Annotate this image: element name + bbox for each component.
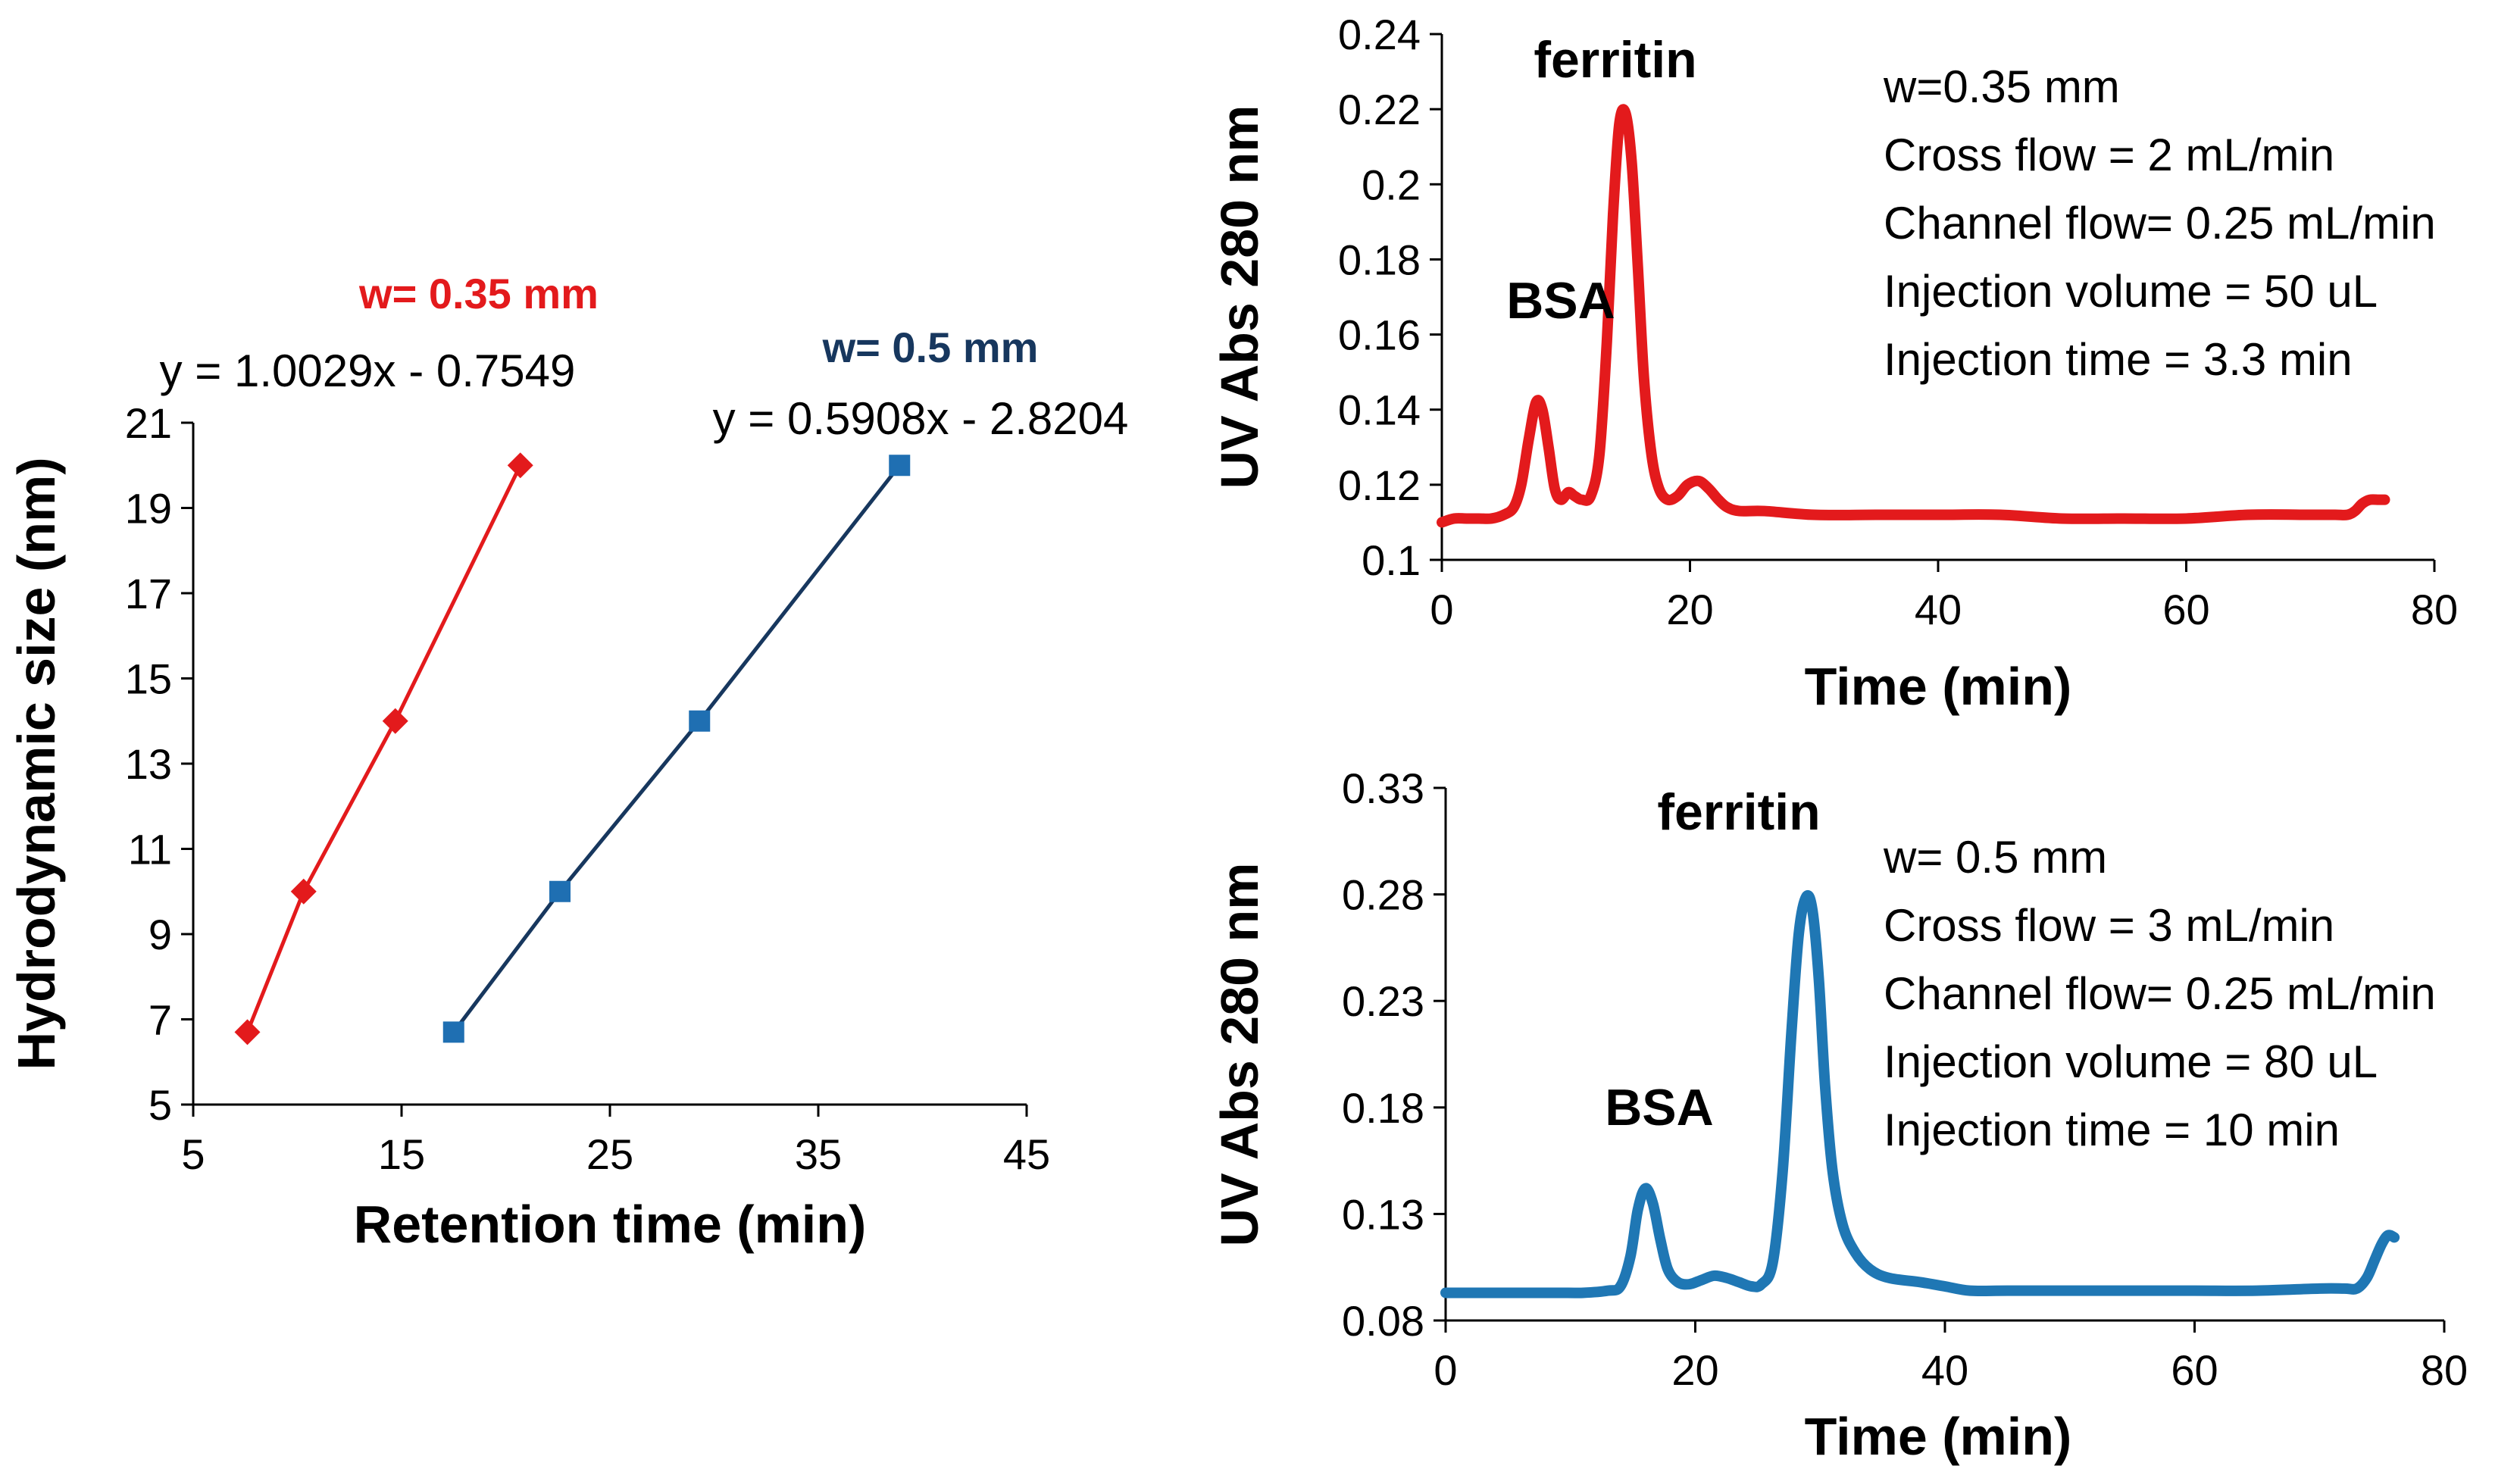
conditions-035: w=0.35 mm Cross flow = 2 mL/min Channel … — [1883, 61, 2436, 385]
y-tick-label: 0.2 — [1362, 161, 1421, 208]
condition-line: Channel flow= 0.25 mL/min — [1884, 198, 2436, 248]
y-tick-label: 0.12 — [1338, 461, 1421, 509]
condition-line: Cross flow = 3 mL/min — [1884, 900, 2334, 951]
fractogram-05-chart: 0 20 40 60 80 0.08 0.13 0.18 0.23 0.28 0.33 ferri… — [1210, 764, 2468, 1466]
y-tick-label: 0.1 — [1362, 536, 1421, 584]
data-point-square — [549, 880, 571, 902]
x-tick-label: 15 — [378, 1130, 425, 1178]
y-tick-label: 11 — [128, 826, 172, 874]
fractogram-035-y-label: UV Abs 280 nm — [1210, 105, 1269, 489]
peak-label-ferritin-035: ferritin — [1534, 31, 1696, 89]
x-tick-label: 60 — [2171, 1346, 2218, 1394]
y-tick-label: 0.13 — [1342, 1190, 1424, 1238]
x-tick-label: 80 — [2421, 1346, 2468, 1394]
peak-label-ferritin-05: ferritin — [1657, 783, 1820, 841]
calibration-x-label: Retention time (min) — [354, 1195, 867, 1254]
x-tick-label: 20 — [1666, 586, 1713, 633]
condition-line: w=0.35 mm — [1883, 61, 2120, 112]
series-line-0 — [245, 464, 522, 1033]
data-point-square — [689, 710, 711, 732]
x-tick-label: 5 — [181, 1130, 205, 1178]
data-point-diamond — [290, 878, 317, 905]
x-tick-label: 45 — [1003, 1130, 1050, 1178]
conditions-05: w= 0.5 mm Cross flow = 3 mL/min Channel … — [1883, 832, 2436, 1155]
y-tick-label: 7 — [149, 996, 172, 1044]
y-tick-label: 17 — [125, 570, 172, 617]
x-tick-label: 80 — [2411, 586, 2458, 633]
x-tick-label: 35 — [795, 1130, 842, 1178]
y-tick-label: 9 — [149, 911, 172, 958]
y-tick-label: 0.22 — [1338, 86, 1421, 133]
fractogram-035-chart: 0 20 40 60 80 0.1 0.12 0.14 0.16 0.18 0.2 0.22 0.24… — [1210, 11, 2458, 716]
fractogram-05-x-label: Time (min) — [1805, 1407, 2072, 1466]
y-tick-label: 0.23 — [1342, 977, 1424, 1025]
y-tick-label: 0.16 — [1338, 311, 1421, 359]
uv-trace-line — [1437, 104, 2390, 528]
peak-label-bsa-05: BSA — [1605, 1079, 1714, 1136]
condition-line: Injection time = 10 min — [1884, 1105, 2340, 1155]
x-tick-label: 25 — [586, 1130, 633, 1178]
y-tick-label: 15 — [125, 655, 172, 703]
condition-line: Cross flow = 2 mL/min — [1884, 130, 2334, 180]
fractogram-035-x-label: Time (min) — [1805, 657, 2072, 716]
y-tick-label: 0.33 — [1342, 764, 1424, 812]
x-tick-label: 40 — [1915, 586, 1962, 633]
condition-line: Injection volume = 80 uL — [1884, 1036, 2378, 1087]
calibration-y-label: Hydrodynamic size (nm) — [7, 457, 66, 1070]
x-tick-label: 20 — [1671, 1346, 1718, 1394]
fractogram-05-y-label: UV Abs 280 nm — [1210, 862, 1269, 1246]
y-tick-label: 0.14 — [1338, 386, 1421, 434]
data-point-diamond — [507, 452, 533, 479]
data-point-square — [442, 1021, 464, 1043]
y-tick-label: 5 — [149, 1081, 172, 1129]
y-tick-label: 21 — [125, 399, 172, 447]
y-tick-label: 0.18 — [1342, 1084, 1424, 1132]
data-point-diamond — [234, 1019, 261, 1045]
series-label-035: w= 0.35 mm — [358, 270, 599, 317]
y-tick-label: 0.08 — [1342, 1297, 1424, 1345]
y-tick-label: 0.28 — [1342, 871, 1424, 919]
x-tick-label: 60 — [2162, 586, 2209, 633]
data-point-diamond — [382, 708, 408, 734]
condition-line: Injection volume = 50 uL — [1884, 266, 2378, 317]
peak-label-bsa-035: BSA — [1506, 272, 1615, 330]
x-tick-label: 0 — [1434, 1346, 1457, 1394]
series-label-05: w= 0.5 mm — [822, 323, 1039, 371]
y-tick-label: 0.18 — [1338, 236, 1421, 283]
x-tick-label: 40 — [1921, 1346, 1968, 1394]
uv-trace-line — [1440, 889, 2400, 1299]
series-line-1 — [452, 464, 902, 1033]
y-tick-label: 19 — [125, 485, 172, 533]
x-tick-label: 0 — [1430, 586, 1453, 633]
y-tick-label: 0.24 — [1338, 11, 1421, 58]
condition-line: Channel flow= 0.25 mL/min — [1884, 968, 2436, 1019]
condition-line: w= 0.5 mm — [1883, 832, 2107, 883]
equation-05: y = 0.5908x - 2.8204 — [713, 393, 1129, 444]
y-tick-label: 13 — [125, 740, 172, 788]
data-point-square — [889, 455, 911, 477]
calibration-chart: 5 15 25 35 45 5 7 9 11 13 15 17 19 21 w= 0.35 mm y =… — [7, 270, 1128, 1254]
equation-035: y = 1.0029x - 0.7549 — [160, 345, 576, 396]
condition-line: Injection time = 3.3 min — [1884, 334, 2353, 385]
